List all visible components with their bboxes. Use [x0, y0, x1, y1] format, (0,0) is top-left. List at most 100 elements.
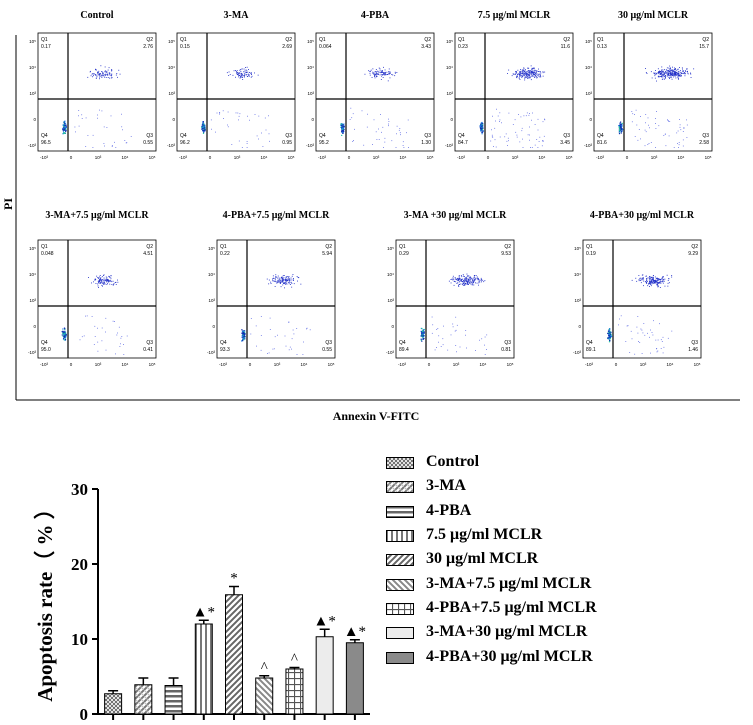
flow-y-tick-label: 0: [578, 324, 581, 329]
quadrant-value: 96.2: [180, 140, 190, 146]
flow-plot-title: 4-PBA+7.5 μg/ml MCLR: [223, 210, 330, 221]
flow-y-tick-label: 10⁵: [168, 39, 175, 44]
legend-swatch: [386, 602, 414, 615]
legend-label: 3-MA+30 μg/ml MCLR: [426, 623, 588, 641]
quadrant-label: Q2: [285, 37, 292, 43]
flow-x-tick-label: -10³: [398, 362, 407, 367]
flow-x-tick-label: -10³: [179, 155, 188, 160]
flow-plot-title: 4-PBA+30 μg/ml MCLR: [590, 210, 695, 221]
quadrant-label: Q4: [458, 133, 465, 139]
bar-y-tick-label: 0: [80, 705, 89, 724]
flow-plot-title: 7.5 μg/ml MCLR: [478, 10, 551, 21]
flow-x-tick-label: 10⁵: [507, 362, 514, 367]
quadrant-value: 0.22: [220, 251, 230, 257]
flow-events: [479, 65, 546, 148]
quadrant-value: 0.55: [143, 140, 153, 146]
quadrant-label: Q1: [586, 244, 593, 250]
legend-item: 4-PBA+30 μg/ml MCLR: [386, 644, 597, 668]
quadrant-label: Q3: [146, 133, 153, 139]
bar-y-tick-label: 20: [71, 555, 88, 574]
flow-y-tick-label: 0: [33, 324, 36, 329]
bar-y-tick-label: 10: [71, 630, 88, 649]
flow-x-tick-label: 10³: [512, 155, 519, 160]
quadrant-label: Q1: [41, 244, 48, 250]
flow-x-tick-label: 10³: [373, 155, 380, 160]
legend-label: 30 μg/ml MCLR: [426, 550, 539, 568]
quadrant-value: 81.6: [597, 140, 607, 146]
flow-y-tick-label: 10⁵: [446, 39, 453, 44]
flow-y-tick-label: 0: [589, 117, 592, 122]
quadrant-value: 0.048: [41, 251, 54, 257]
flow-plot-frame: [315, 32, 435, 152]
quadrant-value: 0.19: [586, 251, 596, 257]
flow-x-tick-label: 0: [249, 362, 252, 367]
quadrant-label: Q3: [424, 133, 431, 139]
flow-y-tick-label: 10³: [387, 298, 394, 303]
flow-x-tick-label: 0: [70, 362, 73, 367]
flow-y-tick-label: 0: [311, 117, 314, 122]
flow-plot: 3-MA +30 μg/ml MCLRQ10.29Q29.53Q489.4Q30…: [386, 210, 515, 367]
flow-y-tick-label: 10⁵: [307, 39, 314, 44]
quadrant-label: Q3: [325, 340, 332, 346]
flow-x-tick-label: 0: [615, 362, 618, 367]
flow-x-tick-label: 10⁵: [288, 155, 295, 160]
flow-y-tick-label: -10³: [28, 143, 37, 148]
flow-plot-frame: [37, 239, 157, 359]
chart-legend: Control 3-MA 4-PBA 7.5 μg/ml MCLR 30 μg/ml M…: [386, 450, 597, 669]
bar: [104, 693, 123, 715]
flow-events: [201, 66, 270, 148]
quadrant-label: Q2: [146, 37, 153, 43]
flow-events: [62, 65, 132, 148]
flow-y-tick-label: -10³: [584, 143, 593, 148]
quadrant-label: Q2: [691, 244, 698, 250]
quadrant-label: Q1: [597, 37, 604, 43]
flow-y-tick-label: 10⁴: [208, 272, 215, 277]
legend-label: 4-PBA: [426, 501, 472, 519]
quadrant-value: 2.69: [282, 44, 292, 50]
legend-swatch: [386, 505, 414, 518]
flow-x-tick-label: 10³: [95, 362, 102, 367]
flow-x-tick-label: 10³: [640, 362, 647, 367]
flow-y-tick-label: 10⁴: [574, 272, 581, 277]
flow-y-tick-label: 10³: [585, 91, 592, 96]
flow-y-tick-label: 10³: [446, 91, 453, 96]
quadrant-value: 3.43: [421, 44, 431, 50]
quadrant-value: 5.94: [322, 251, 332, 257]
legend-label: Control: [426, 453, 480, 471]
flow-x-axis-label: Annexin V-FITC: [333, 409, 420, 423]
quadrant-value: 0.41: [143, 347, 153, 353]
flow-plot-title: 3-MA +30 μg/ml MCLR: [404, 210, 508, 221]
flow-y-tick-label: 0: [391, 324, 394, 329]
flow-x-tick-label: 0: [348, 155, 351, 160]
legend-item: 30 μg/ml MCLR: [386, 547, 597, 571]
legend-item: 4-PBA+7.5 μg/ml MCLR: [386, 596, 597, 620]
significance-marker: ^: [261, 660, 268, 676]
legend-swatch: [386, 529, 414, 543]
legend-swatch: [386, 480, 414, 494]
flow-x-tick-label: 10³: [651, 155, 658, 160]
flow-events: [241, 274, 311, 355]
flow-y-tick-label: 10⁴: [387, 272, 394, 277]
flow-x-tick-label: 10³: [274, 362, 281, 367]
flow-plot-frame: [395, 239, 515, 359]
quadrant-value: 84.7: [458, 140, 468, 146]
flow-x-tick-label: -10³: [457, 155, 466, 160]
quadrant-value: 0.95: [282, 140, 292, 146]
flow-plot-title: 3-MA+7.5 μg/ml MCLR: [45, 210, 149, 221]
bar-y-tick-label: 30: [71, 480, 88, 499]
legend-label: 4-PBA+30 μg/ml MCLR: [426, 647, 593, 665]
legend-swatch: [386, 626, 414, 640]
bar: [194, 623, 213, 715]
significance-marker: ▲*: [193, 604, 215, 620]
bar: [315, 636, 334, 715]
flow-y-tick-label: 10⁴: [168, 65, 175, 70]
quadrant-value: 95.0: [41, 347, 51, 353]
quadrant-value: 0.23: [458, 44, 468, 50]
flow-y-tick-label: -10³: [207, 350, 216, 355]
flow-y-tick-label: 10⁵: [29, 246, 36, 251]
legend-label: 4-PBA+7.5 μg/ml MCLR: [426, 598, 597, 616]
